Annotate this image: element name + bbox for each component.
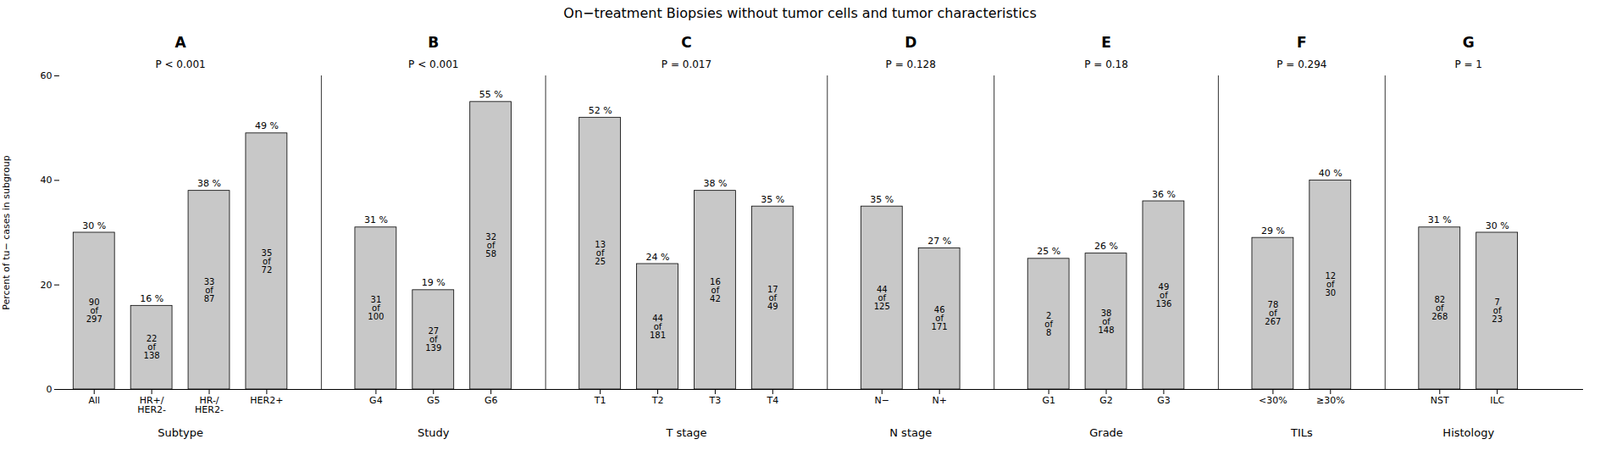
svg-text:38of148: 38of148 <box>1097 308 1114 335</box>
svg-text:T stage: T stage <box>664 426 707 439</box>
svg-text:17of49: 17of49 <box>767 284 779 311</box>
svg-text:19 %: 19 % <box>421 276 446 288</box>
svg-text:35of72: 35of72 <box>261 248 273 275</box>
svg-text:16of42: 16of42 <box>709 276 721 304</box>
svg-text:40: 40 <box>40 174 53 186</box>
svg-text:36 %: 36 % <box>1151 188 1176 200</box>
svg-text:44of125: 44of125 <box>874 284 891 311</box>
svg-text:52 %: 52 % <box>588 105 613 117</box>
svg-text:G1: G1 <box>1041 394 1056 406</box>
svg-text:TILs: TILs <box>1289 426 1313 439</box>
svg-text:Study: Study <box>417 426 450 439</box>
svg-text:ILC: ILC <box>1489 394 1505 406</box>
svg-text:26 %: 26 % <box>1094 240 1119 252</box>
svg-text:Percent of tu− cases in subgro: Percent of tu− cases in subgroup <box>0 155 12 311</box>
svg-text:≥30%: ≥30% <box>1316 394 1346 406</box>
svg-text:N−: N− <box>874 394 890 406</box>
svg-text:31of100: 31of100 <box>367 294 384 322</box>
svg-text:24 %: 24 % <box>646 251 670 263</box>
svg-text:T1: T1 <box>593 394 607 406</box>
svg-text:N+: N+ <box>931 394 947 406</box>
html-text:On−treatment Biopsies without: On−treatment Biopsies without tumor cell… <box>563 5 1037 22</box>
svg-text:29 %: 29 % <box>1261 225 1285 237</box>
svg-text:38 %: 38 % <box>703 177 727 189</box>
svg-text:20: 20 <box>40 279 53 291</box>
svg-text:2of8: 2of8 <box>1044 310 1053 338</box>
svg-text:27 %: 27 % <box>927 235 952 247</box>
svg-text:31 %: 31 % <box>364 214 388 226</box>
svg-text:T2: T2 <box>651 394 665 406</box>
svg-text:Subtype: Subtype <box>157 426 204 439</box>
svg-text:G2: G2 <box>1099 394 1113 406</box>
svg-text:25 %: 25 % <box>1036 245 1061 257</box>
svg-text:T4: T4 <box>765 394 779 406</box>
svg-text:13of25: 13of25 <box>594 239 606 266</box>
svg-text:G6: G6 <box>484 394 499 406</box>
svg-text:P < 0.001: P < 0.001 <box>408 58 459 71</box>
svg-text:0: 0 <box>46 383 53 395</box>
svg-text:B: B <box>427 33 439 51</box>
svg-text:46of171: 46of171 <box>931 304 948 332</box>
svg-text:All: All <box>88 394 100 406</box>
svg-text:HR+/HER2-: HR+/HER2- <box>137 394 167 416</box>
svg-text:HER2+: HER2+ <box>249 394 283 406</box>
svg-text:Histology: Histology <box>1442 426 1495 439</box>
svg-text:49of136: 49of136 <box>1155 282 1172 309</box>
svg-text:27of139: 27of139 <box>425 326 442 353</box>
svg-text:38 %: 38 % <box>197 177 222 189</box>
svg-text:P = 1: P = 1 <box>1454 58 1483 71</box>
svg-text:N stage: N stage <box>889 426 932 439</box>
svg-text:44of181: 44of181 <box>649 313 666 340</box>
svg-text:G5: G5 <box>426 394 441 406</box>
svg-text:D: D <box>904 33 917 51</box>
svg-text:12of30: 12of30 <box>1324 271 1336 298</box>
svg-text:G4: G4 <box>369 394 383 406</box>
svg-text:T3: T3 <box>708 394 722 406</box>
svg-text:P < 0.001: P < 0.001 <box>155 58 205 71</box>
svg-text:P = 0.294: P = 0.294 <box>1276 58 1327 71</box>
svg-text:22of138: 22of138 <box>143 333 161 360</box>
svg-text:30 %: 30 % <box>1485 220 1510 232</box>
svg-text:33of87: 33of87 <box>204 276 216 304</box>
svg-text:55 %: 55 % <box>479 88 504 100</box>
svg-text:NST: NST <box>1430 394 1450 406</box>
svg-text:16 %: 16 % <box>139 293 164 305</box>
svg-text:31 %: 31 % <box>1428 214 1452 226</box>
svg-text:HR-/HER2-: HR-/HER2- <box>194 394 224 416</box>
svg-text:Grade: Grade <box>1089 426 1124 439</box>
svg-text:G3: G3 <box>1157 394 1171 406</box>
svg-text:49 %: 49 % <box>254 120 279 132</box>
svg-text:82of268: 82of268 <box>1431 294 1448 322</box>
svg-text:60: 60 <box>40 70 53 82</box>
svg-text:F: F <box>1296 33 1307 51</box>
svg-text:C: C <box>680 33 692 51</box>
svg-text:P = 0.017: P = 0.017 <box>661 58 712 71</box>
svg-text:G: G <box>1462 33 1475 51</box>
svg-text:E: E <box>1101 33 1112 51</box>
svg-text:90of297: 90of297 <box>86 297 103 324</box>
svg-text:32of58: 32of58 <box>485 232 497 259</box>
svg-text:30 %: 30 % <box>82 220 106 232</box>
svg-text:7of23: 7of23 <box>1491 297 1503 324</box>
svg-text:40 %: 40 % <box>1318 167 1343 179</box>
svg-text:P = 0.128: P = 0.128 <box>885 58 936 71</box>
svg-text:P = 0.18: P = 0.18 <box>1084 58 1129 71</box>
svg-text:A: A <box>174 33 187 51</box>
svg-text:35 %: 35 % <box>869 193 894 205</box>
svg-text:78of267: 78of267 <box>1264 299 1281 327</box>
svg-text:35 %: 35 % <box>760 193 785 205</box>
svg-text:<30%: <30% <box>1258 394 1288 406</box>
